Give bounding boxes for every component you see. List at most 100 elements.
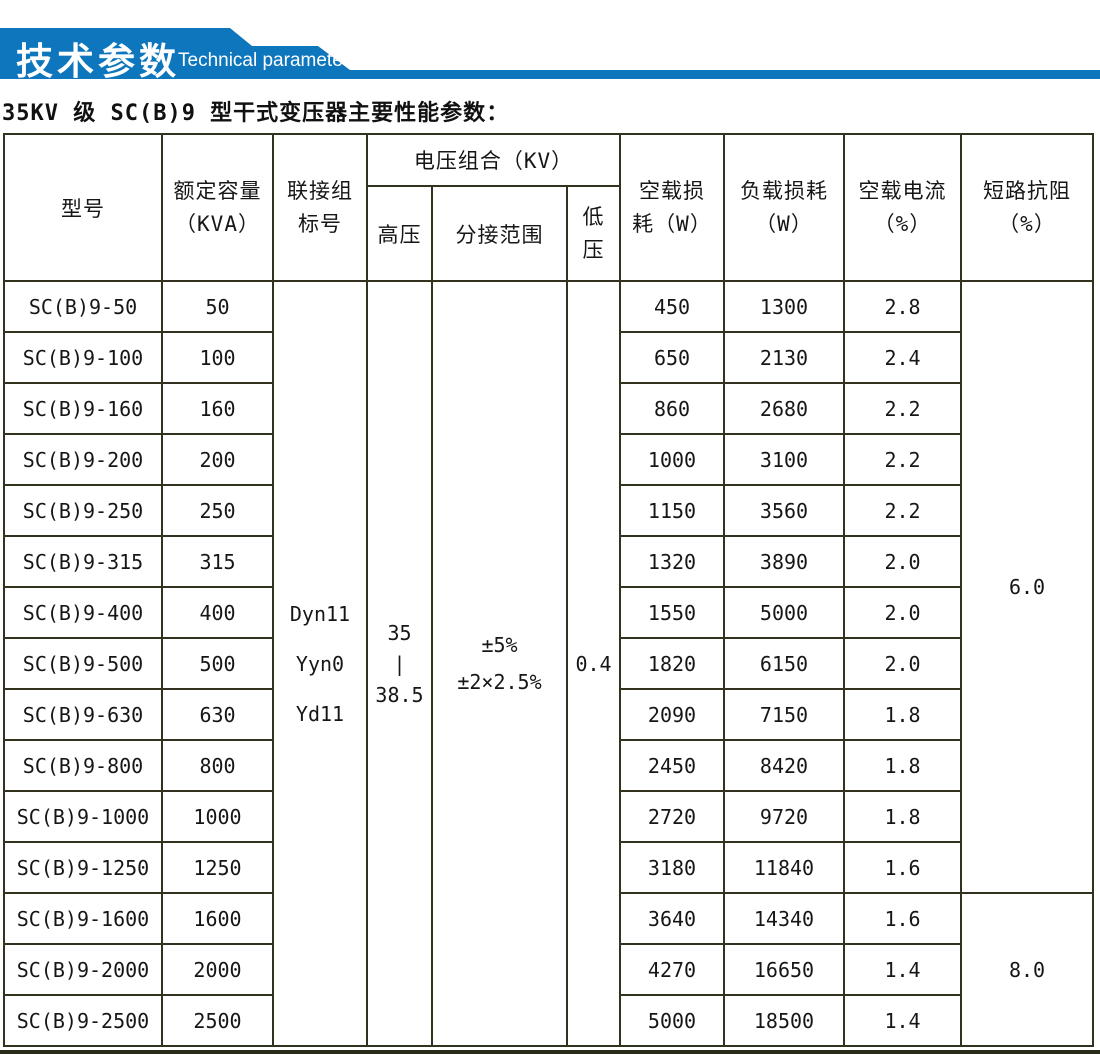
cell-no-load-current: 2.0: [843, 637, 962, 690]
connection-value: Yd11: [295, 701, 345, 726]
table-row: SC(B)9-100 100 650 2130 2.4: [3, 331, 1093, 384]
connection-value: Dyn11: [289, 601, 351, 626]
cell-no-load-current: 1.8: [843, 739, 962, 792]
cell-no-load-loss: 1000: [619, 433, 725, 486]
hv-value: 38.5: [375, 682, 424, 707]
cell-no-load-loss: 860: [619, 382, 725, 435]
cell-no-load-loss: 2090: [619, 688, 725, 741]
header-connection-line2: 标号: [298, 212, 342, 236]
banner-ribbon-shape: [0, 28, 1100, 79]
cell-load-loss: 5000: [723, 586, 845, 639]
header-no-load-current-line2: （%）: [873, 212, 932, 236]
header-connection-group: 联接组 标号: [272, 133, 368, 282]
cell-load-loss: 2680: [723, 382, 845, 435]
cell-no-load-current: 1.6: [843, 892, 962, 945]
cell-connection-group: Dyn11 Yyn0 Yd11: [272, 280, 368, 1047]
table-row: SC(B)9-630 630 2090 7150 1.8: [3, 688, 1093, 741]
cell-kva: 2000: [161, 943, 274, 996]
cell-kva: 1250: [161, 841, 274, 894]
header-load-loss: 负载损耗 （W）: [723, 133, 845, 282]
cell-no-load-loss: 450: [619, 280, 725, 333]
header-no-load-current-line1: 空载电流: [858, 178, 947, 203]
cell-model: SC(B)9-160: [3, 382, 163, 435]
cell-model: SC(B)9-315: [3, 535, 163, 588]
cell-kva: 1600: [161, 892, 274, 945]
cell-load-loss: 7150: [723, 688, 845, 741]
cell-no-load-loss: 3180: [619, 841, 725, 894]
spec-table: 型号 额定容量 （KVA） 联接组 标号 电压组合（KV） 空载损 耗（W） 负…: [3, 133, 1094, 1047]
cell-model: SC(B)9-630: [3, 688, 163, 741]
cell-model: SC(B)9-2500: [3, 994, 163, 1047]
cell-model: SC(B)9-250: [3, 484, 163, 537]
connection-value: Yyn0: [295, 651, 345, 676]
cell-load-loss: 16650: [723, 943, 845, 996]
cell-kva: 100: [161, 331, 274, 384]
header-connection-line1: 联接组: [287, 178, 353, 203]
cell-tap-range: ±5% ±2×2.5%: [431, 280, 568, 1047]
cell-load-loss: 6150: [723, 637, 845, 690]
cell-model: SC(B)9-100: [3, 331, 163, 384]
cell-no-load-loss: 2450: [619, 739, 725, 792]
cell-load-loss: 3890: [723, 535, 845, 588]
cell-kva: 630: [161, 688, 274, 741]
cell-no-load-current: 2.0: [843, 535, 962, 588]
cell-kva: 400: [161, 586, 274, 639]
header-no-load-loss-line1: 空载损: [639, 178, 705, 203]
cell-no-load-loss: 3640: [619, 892, 725, 945]
table-row: SC(B)9-250 250 1150 3560 2.2: [3, 484, 1093, 537]
header-no-load-loss: 空载损 耗（W）: [619, 133, 725, 282]
header-impedance-line2: （%）: [998, 212, 1056, 236]
cell-kva: 315: [161, 535, 274, 588]
header-voltage-combination: 电压组合（KV）: [366, 133, 621, 187]
table-row: SC(B)9-1600 1600 3640 14340 1.6 8.0: [3, 892, 1094, 1047]
banner-title-cn: 技术参数: [16, 41, 180, 82]
cell-no-load-loss: 1320: [619, 535, 725, 588]
cell-no-load-loss: 5000: [619, 994, 725, 1047]
cell-load-loss: 18500: [723, 994, 845, 1047]
table-row: SC(B)9-500 500 1820 6150 2.0: [3, 637, 1093, 690]
table-row: SC(B)9-200 200 1000 3100 2.2: [3, 433, 1093, 486]
table-row: SC(B)9-160 160 860 2680 2.2: [3, 382, 1093, 435]
cell-no-load-current: 2.2: [843, 382, 962, 435]
table-row: SC(B)9-315 315 1320 3890 2.0: [3, 535, 1093, 588]
tap-value: ±2×2.5%: [457, 670, 542, 694]
cell-load-loss: 3560: [723, 484, 845, 537]
cell-model: SC(B)9-800: [3, 739, 163, 792]
header-load-loss-line1: 负载损耗: [740, 178, 828, 203]
cell-no-load-current: 2.0: [843, 586, 962, 639]
cell-model: SC(B)9-400: [3, 586, 163, 639]
cell-no-load-current: 2.4: [843, 331, 962, 384]
cell-model: SC(B)9-50: [3, 280, 163, 333]
hv-value: 35: [387, 620, 412, 645]
cell-model: SC(B)9-1000: [3, 790, 163, 843]
page-title: 35KV 级 SC(B)9 型干式变压器主要性能参数：: [2, 101, 510, 126]
header-impedance-line1: 短路抗阻: [983, 178, 1071, 203]
cell-kva: 160: [161, 382, 274, 435]
cell-no-load-loss: 1820: [619, 637, 725, 690]
cell-model: SC(B)9-500: [3, 637, 163, 690]
cell-kva: 1000: [161, 790, 274, 843]
cell-no-load-current: 1.6: [843, 841, 962, 894]
cell-no-load-current: 1.4: [843, 943, 962, 996]
cell-load-loss: 3100: [723, 433, 845, 486]
cell-model: SC(B)9-1600: [3, 892, 163, 945]
cell-kva: 50: [161, 280, 274, 333]
table-row: SC(B)9-2000 2000 4270 16650 1.4: [3, 943, 1093, 996]
cell-load-loss: 9720: [723, 790, 845, 843]
hv-value: |: [393, 651, 406, 676]
table-bottom-rule: [0, 1050, 1100, 1054]
header-low-voltage: 低 压: [566, 185, 621, 282]
header-load-loss-line2: （W）: [755, 212, 813, 236]
cell-load-loss: 1300: [723, 280, 845, 333]
cell-no-load-loss: 4270: [619, 943, 725, 996]
cell-load-loss: 8420: [723, 739, 845, 792]
cell-no-load-current: 2.8: [843, 280, 962, 333]
cell-kva: 250: [161, 484, 274, 537]
table-row: SC(B)9-800 800 2450 8420 1.8: [3, 739, 1093, 792]
tap-value: ±5%: [481, 633, 518, 657]
header-capacity: 额定容量 （KVA）: [161, 133, 274, 282]
cell-no-load-loss: 1150: [619, 484, 725, 537]
cell-kva: 500: [161, 637, 274, 690]
table-row: SC(B)9-2500 2500 5000 18500 1.4: [3, 994, 1093, 1047]
cell-no-load-current: 1.4: [843, 994, 962, 1047]
